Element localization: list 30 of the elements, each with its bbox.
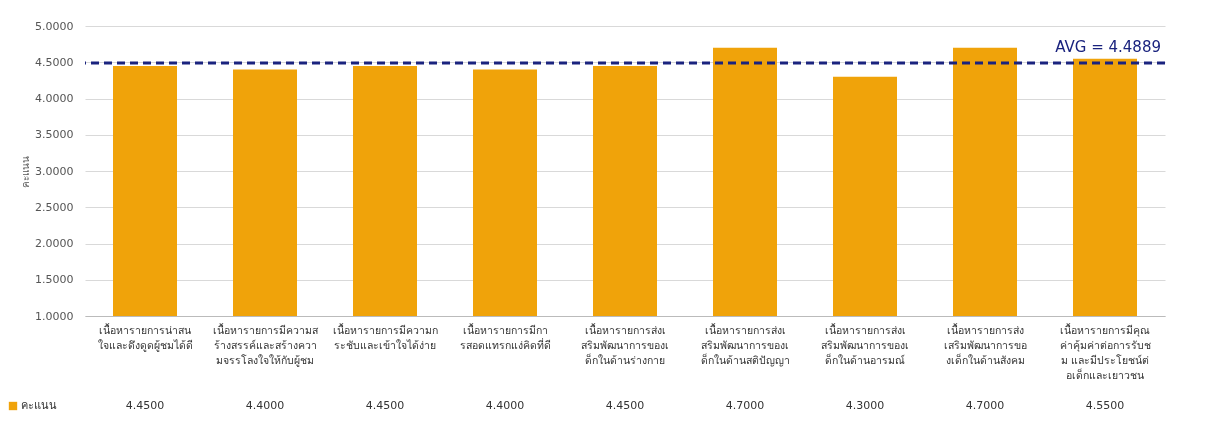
y-tick-label: 3.0000 [35,164,74,178]
text: 4.4500 [605,399,645,412]
x-tick-label: เนื้อหารายการส่งเสริมพัฒนาการของเด็กในด้านร่างกาย [581,323,669,366]
x-tick-label: เนื้อหารายการส่งเสริมพัฒนาการของเด็กในด้านอารมณ์ [821,323,909,366]
ref-line-label: AVG = 4.4889 [1055,38,1161,57]
x-tick-label: เนื้อหารายการส่งเสริมพัฒนาการของเด็กในด้านสังคม [943,323,1027,366]
legend-label: คะแนน [21,399,57,412]
y-tick-label: 3.5000 [35,128,74,142]
y-tick-label: 4.0000 [35,92,74,105]
text: 4.4000 [485,399,525,412]
text: 4.3000 [845,399,885,412]
x-tick-label: เนื้อหารายการมีคุณค่าคุ้มค่าต่อการรับชม และมีประโยชน์ต่อเด็กและเยาวชน [1059,323,1151,381]
x-tick-label: เนื้อหารายการมีความกระชับและเข้าใจได้ง่าย [332,323,438,351]
text: 4.5500 [1085,399,1125,412]
text: 4.4000 [245,399,285,412]
x-tick-label: เนื้อหารายการส่งเสริมพัฒนาการของเด็กในด้านสติปัญญา [700,323,790,367]
y-tick-label: 2.5000 [35,200,74,214]
y-tick-label: 5.0000 [35,19,74,33]
y-tick-label: 1.0000 [35,309,74,323]
x-tick-label: เนื้อหารายการมีความสร้างสรรค์และสร้างความจรรโลงใจให้กับผู้ชม [212,323,319,367]
y-axis-title: คะแนน [20,155,32,188]
text: 4.4500 [365,399,405,412]
text: 4.4500 [125,399,165,412]
text: 4.7000 [965,399,1005,412]
x-tick-label: เนื้อหารายการมีการสอดแทรกแง่คิดที่ดี [459,323,551,351]
y-tick-label: 1.5000 [35,273,74,287]
text: 4.7000 [725,399,765,412]
x-tick-label: เนื้อหารายการน่าสนใจและดึงดูดผู้ชมได้ดี [97,323,193,352]
y-tick-label: 2.0000 [35,237,74,250]
y-tick-label: 4.5000 [35,55,74,69]
